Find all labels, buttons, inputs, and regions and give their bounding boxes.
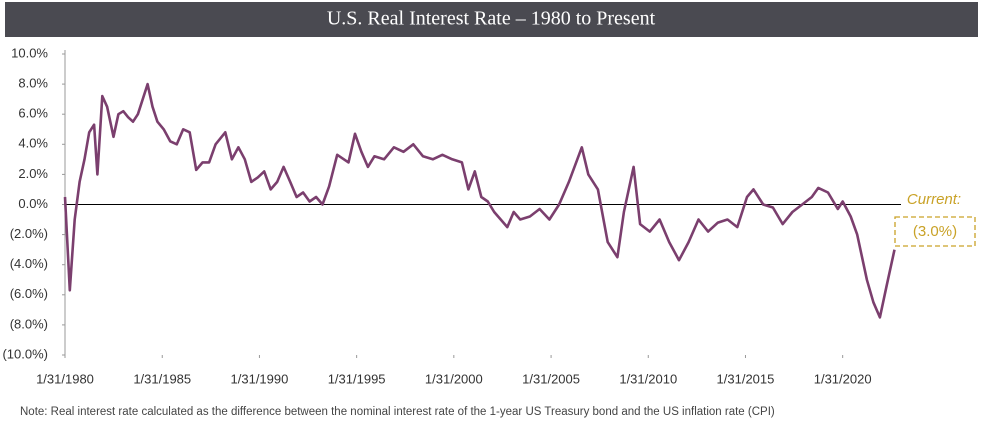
x-tick-label: 1/31/2015 [717,371,775,386]
y-tick-label: (8.0%) [10,316,48,331]
annotation-label: Current: [907,191,961,208]
chart-title: U.S. Real Interest Rate – 1980 to Presen… [327,8,656,30]
y-tick-label: (6.0%) [10,286,48,301]
x-tick-label: 1/31/2005 [522,371,580,386]
y-tick-label: 10.0% [11,45,48,60]
y-tick-label: (2.0%) [10,226,48,241]
data-line [63,82,896,319]
x-tick-label: 1/31/1990 [231,371,289,386]
x-tick-label: 1/31/1985 [133,371,191,386]
y-tick-label: (4.0%) [10,256,48,271]
annotation-value: (3.0%) [913,223,957,240]
y-tick-label: 4.0% [18,136,48,151]
y-tick-label: 2.0% [18,166,48,181]
x-tick-label: 1/31/2010 [619,371,677,386]
x-tick-label: 1/31/2020 [814,371,872,386]
title-banner [5,2,978,37]
y-tick-label: 0.0% [18,196,48,211]
y-tick-label: 8.0% [18,76,48,91]
x-tick-label: 1/31/1995 [328,371,386,386]
x-tick-label: 1/31/2000 [425,371,483,386]
y-tick-label: (10.0%) [2,346,48,361]
note: Note: Real interest rate calculated as t… [20,406,775,418]
x-tick-label: 1/31/1980 [36,371,94,386]
annotation-box [894,216,976,247]
y-tick-label: 6.0% [18,106,48,121]
